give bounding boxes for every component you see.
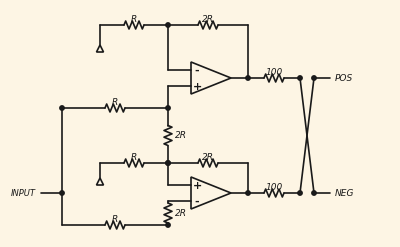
Circle shape bbox=[166, 161, 170, 165]
Circle shape bbox=[246, 191, 250, 195]
Circle shape bbox=[246, 76, 250, 80]
Circle shape bbox=[166, 161, 170, 165]
Text: R: R bbox=[112, 214, 118, 224]
Circle shape bbox=[298, 76, 302, 80]
Text: 2R: 2R bbox=[175, 208, 187, 218]
Text: +: + bbox=[192, 181, 202, 191]
Text: INPUT: INPUT bbox=[11, 188, 36, 198]
Text: -: - bbox=[195, 197, 199, 207]
Circle shape bbox=[166, 106, 170, 110]
Text: +: + bbox=[192, 82, 202, 92]
Text: R: R bbox=[131, 15, 137, 23]
Text: R: R bbox=[131, 152, 137, 162]
Circle shape bbox=[312, 76, 316, 80]
Text: 2R: 2R bbox=[202, 152, 214, 162]
Text: R: R bbox=[112, 98, 118, 106]
Circle shape bbox=[60, 191, 64, 195]
Text: 2R: 2R bbox=[175, 131, 187, 140]
Text: -: - bbox=[195, 66, 199, 76]
Circle shape bbox=[298, 191, 302, 195]
Text: POS: POS bbox=[335, 74, 353, 82]
Circle shape bbox=[312, 191, 316, 195]
Circle shape bbox=[166, 23, 170, 27]
Text: NEG: NEG bbox=[335, 188, 354, 198]
Text: 2R: 2R bbox=[202, 15, 214, 23]
Circle shape bbox=[60, 106, 64, 110]
Circle shape bbox=[166, 223, 170, 227]
Text: 100: 100 bbox=[265, 183, 283, 191]
Text: 100: 100 bbox=[265, 67, 283, 77]
